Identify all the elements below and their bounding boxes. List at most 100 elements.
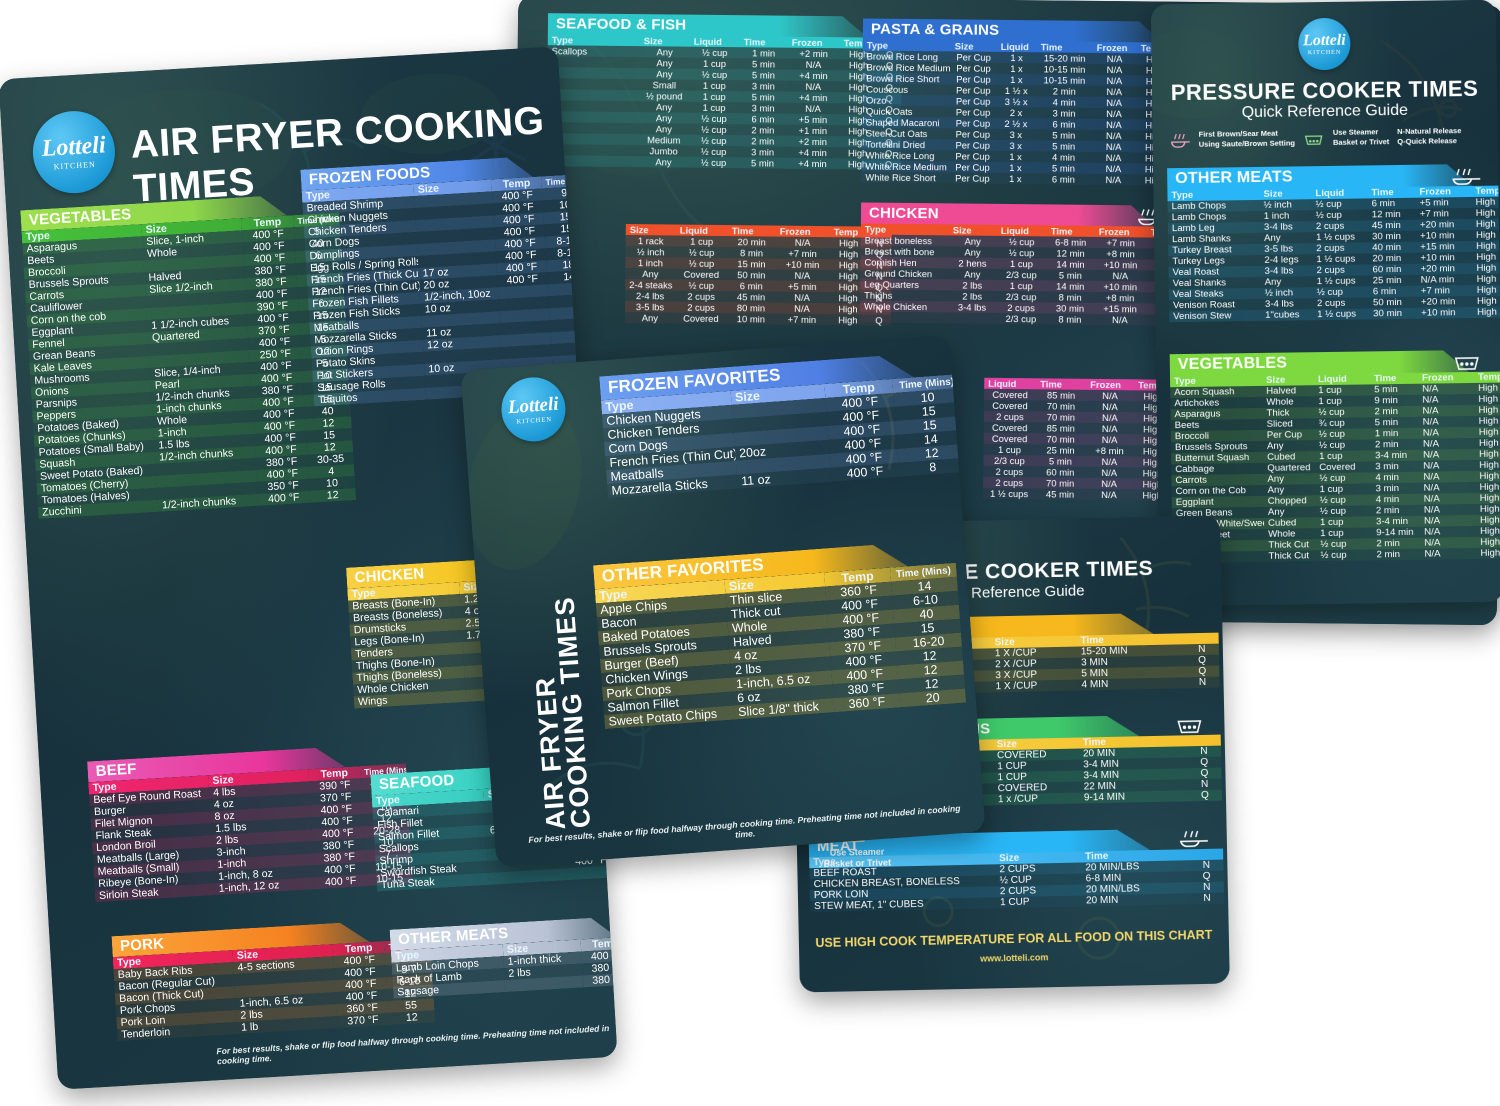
cell: 2 cups	[995, 476, 1024, 489]
cell: 1 x	[1009, 151, 1022, 163]
cell: N/A	[1422, 405, 1439, 417]
cell: Per Cup	[955, 95, 991, 107]
cell: +10 min	[1421, 307, 1456, 319]
legend-brown-sear: First Brown/Sear Meat Using Saute/Brown …	[1199, 128, 1296, 150]
section-title: VEGETABLES	[1170, 350, 1488, 376]
cell: High	[1478, 426, 1499, 438]
cell: ½ cup	[688, 257, 715, 269]
cell: ½ cup	[1320, 549, 1347, 562]
cell: ½ cup	[1008, 236, 1035, 248]
cell: 1 cup	[702, 101, 726, 114]
cell: 9-14 min	[1376, 526, 1414, 539]
cell: N/A	[1105, 163, 1122, 175]
cell: N/A	[1106, 75, 1123, 87]
section-pork-pressure: Liquid Time Frozen Temp Covered 85 min N/A…	[983, 377, 1173, 501]
cell	[566, 865, 617, 880]
cell: N/A	[1101, 488, 1117, 501]
cell: ½ cup	[688, 279, 715, 291]
cell: 15 min	[737, 258, 766, 270]
cell: N/A	[1105, 152, 1122, 164]
cell: 1 cup	[702, 90, 726, 103]
cell: N/A	[794, 291, 810, 303]
cell: Any	[964, 268, 981, 280]
cell: 1 cup	[1318, 384, 1342, 397]
brand-name: Lotteli	[40, 132, 107, 163]
cell: ½ cup	[1319, 505, 1347, 518]
cell: 1 X /CUP	[995, 680, 1038, 693]
cell: Scallops	[551, 45, 588, 57]
col-liquid: Liquid	[988, 377, 1017, 390]
cell: 70 min	[1046, 411, 1076, 423]
cell: 6 min	[1371, 198, 1396, 210]
cell: 3 min	[1375, 483, 1400, 495]
legend-line2: Using Saute/Brown Setting	[1198, 138, 1296, 149]
col-time: Time	[731, 225, 754, 237]
legend-steamer: Use Steamer Basket or Trivet	[1333, 127, 1390, 148]
col-time: Time	[1040, 41, 1063, 53]
cell: +4 min	[798, 157, 827, 170]
cell: 4 MIN	[1081, 678, 1109, 691]
cell: 2 cups	[995, 465, 1024, 478]
section-pork: PORK Type Size Temp Time (Mins) Baby Bac…	[111, 919, 436, 1042]
cell: 40 min	[1372, 241, 1402, 254]
cell: 1 ½ cups	[1317, 308, 1357, 321]
cell: 6 min	[1051, 173, 1075, 185]
col-liquid: Liquid	[1000, 40, 1029, 53]
cell: High	[1479, 481, 1500, 493]
cell: 1 cup	[1319, 450, 1343, 463]
cell: 2 cups	[996, 410, 1024, 423]
cell: +2 min	[799, 47, 828, 60]
cell: N/A	[1423, 471, 1440, 483]
cell: Brown Rice Long	[866, 50, 939, 63]
cell: Per Cup	[955, 172, 990, 184]
col-frozen: Frozen	[1419, 186, 1451, 198]
cell: Small	[652, 79, 677, 91]
cell: 5 min	[751, 69, 775, 81]
cell: +20 min	[1420, 263, 1456, 275]
cell: N/A	[1423, 449, 1440, 461]
table-body: Scallops Any ½ cup 1 min +2 min High Q Any 1 cup…	[546, 45, 902, 170]
cell: 1 inch	[637, 257, 664, 269]
cell: N/A	[1422, 438, 1440, 450]
cell: Per Cup	[956, 62, 991, 74]
table-row[interactable]: 1 ½ cups 45 min N/A High	[983, 487, 1172, 501]
col-temp: Temp	[1477, 371, 1500, 383]
cell: N/A	[1423, 460, 1440, 472]
cell: ½ inch	[636, 246, 665, 258]
cell: Any	[642, 268, 659, 280]
cell: Per Cup	[955, 150, 990, 162]
cell: N	[1198, 643, 1206, 656]
cell: 12 min	[1056, 247, 1085, 259]
cell	[948, 312, 996, 324]
cell: High	[1478, 437, 1499, 449]
cell: 2 min	[751, 124, 775, 136]
col-release	[1189, 849, 1223, 861]
cell: Per Cup	[955, 106, 991, 118]
cell: 45 min	[1045, 488, 1075, 500]
brand-sub: KITCHEN	[53, 159, 97, 172]
cell: 3 min	[1052, 107, 1076, 119]
cell: High	[1478, 393, 1499, 405]
cell: 6 min	[1372, 286, 1397, 298]
cell: 1 cup	[1009, 258, 1034, 270]
col-release	[1187, 735, 1221, 747]
col-size: Size	[952, 224, 972, 236]
cell: ½ cup	[1008, 247, 1035, 259]
section-beef: BEEF Type Size Temp Time (Mins) Beef Eye…	[87, 744, 413, 903]
col-frozen: Frozen	[779, 225, 811, 237]
pan-icon	[1452, 168, 1481, 185]
cell: N	[1203, 881, 1211, 893]
cell: 3-4 min	[1375, 515, 1409, 528]
cell: Per Cup	[956, 73, 991, 85]
cell: ½ cup	[701, 68, 728, 81]
cell: Per Cup	[955, 161, 990, 173]
cell: 2 min	[1374, 439, 1399, 451]
cell: High	[1479, 470, 1500, 482]
cell: 2 lbs	[962, 290, 983, 302]
col-size: Size	[629, 224, 649, 236]
cell: Covered	[992, 399, 1028, 412]
cell: ½ inch	[1264, 287, 1294, 299]
cell: High	[1475, 218, 1496, 230]
